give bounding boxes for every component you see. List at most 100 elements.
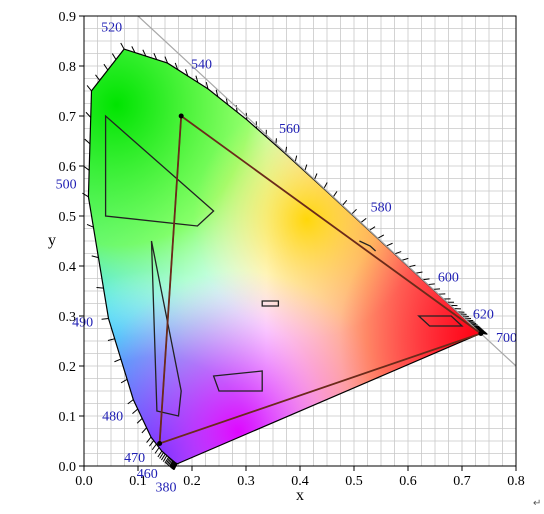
locus-tick: [159, 452, 164, 459]
y-tick-label: 0.1: [59, 410, 77, 425]
locus-tick: [84, 138, 91, 145]
locus-tick: [166, 458, 172, 466]
locus-tick: [120, 378, 128, 384]
locus-tick: [385, 242, 393, 247]
locus-tick: [165, 457, 171, 465]
y-tick-label: 0.5: [59, 210, 77, 225]
x-tick-label: 0.5: [345, 474, 363, 489]
x-axis-ticks: 0.0 0.1 0.2 0.3 0.4 0.5 0.6 0.7 0.8: [75, 466, 525, 489]
locus-tick: [85, 111, 92, 118]
locus-tick: [114, 358, 122, 363]
locus-tick: [215, 89, 219, 97]
outlined-region: [150, 240, 182, 417]
wavelength-label-520: 520: [101, 20, 122, 35]
spectral-locus-ticks: [82, 42, 488, 471]
locus-tick: [470, 323, 478, 326]
locus-tick: [82, 192, 89, 198]
locus-tick: [473, 325, 481, 328]
outlined-region: [261, 300, 280, 307]
outlined-region: [417, 315, 464, 327]
paragraph-mark-icon: ↵: [533, 498, 542, 509]
locus-tick: [466, 319, 474, 322]
locus-tick: [157, 450, 163, 458]
y-tick-label: 0.9: [59, 10, 77, 25]
wavelength-label-460: 460: [137, 467, 158, 482]
locus-tick: [422, 278, 430, 281]
x-tick-label: 0.3: [237, 474, 255, 489]
y-tick-label: 0.7: [59, 110, 77, 125]
locus-tick: [164, 56, 169, 64]
outlined-region: [212, 370, 263, 392]
locus-tick: [86, 223, 94, 228]
x-tick-label: 0.4: [291, 474, 309, 489]
wavelength-label-490: 490: [72, 315, 93, 330]
wavelength-label-480: 480: [102, 409, 123, 424]
x-tick-label: 0.2: [183, 474, 201, 489]
wavelength-label-600: 600: [438, 270, 459, 285]
x-tick-label: 0.1: [129, 474, 147, 489]
locus-tick: [474, 326, 482, 329]
locus-tick: [205, 81, 209, 89]
locus-tick: [149, 440, 155, 447]
wavelength-label-500: 500: [56, 177, 77, 192]
locus-tick: [160, 453, 166, 461]
wavelength-label-470: 470: [124, 451, 145, 466]
locus-tick: [467, 320, 475, 323]
inner-line: [158, 115, 182, 444]
locus-tick: [142, 49, 147, 57]
locus-tick: [469, 322, 477, 325]
locus-tick: [368, 226, 376, 231]
locus-tick: [141, 427, 147, 434]
primary-point: [478, 331, 484, 336]
wavelength-label-380: 380: [156, 481, 177, 496]
x-tick-label: 0.6: [399, 474, 417, 489]
locus-tick: [174, 62, 179, 70]
locus-tick: [132, 408, 139, 414]
wavelength-label-560: 560: [279, 122, 300, 137]
y-tick-label: 0.6: [59, 160, 77, 175]
locus-tick: [136, 418, 143, 424]
locus-tick: [153, 52, 158, 60]
locus-tick: [167, 459, 173, 467]
locus-tick: [461, 315, 469, 317]
locus-tick: [91, 255, 99, 259]
reference-line: [137, 16, 516, 367]
locus-tick: [415, 271, 423, 274]
locus-tick: [111, 53, 117, 60]
locus-tick: [341, 199, 348, 206]
locus-tick: [151, 443, 157, 451]
locus-tick: [86, 85, 92, 92]
y-tick-label: 0.3: [59, 310, 77, 325]
locus-tick: [154, 447, 160, 454]
locus-tick: [377, 234, 385, 239]
locus-tick: [146, 436, 152, 443]
locus-tick: [360, 217, 367, 224]
locus-tick: [170, 461, 176, 469]
locus-tick: [170, 461, 175, 468]
locus-tick: [323, 182, 328, 189]
locus-tick: [120, 42, 125, 50]
locus-tick: [427, 283, 435, 286]
locus-tick: [332, 191, 338, 198]
locus-tick: [127, 399, 134, 405]
x-axis-title: x: [296, 487, 304, 504]
locus-tick: [95, 74, 101, 81]
wavelength-label-620: 620: [473, 307, 494, 322]
locus-tick: [408, 264, 416, 268]
y-tick-label: 0.4: [59, 260, 77, 275]
locus-tick: [83, 165, 90, 171]
locus-tick: [164, 456, 169, 464]
primary-point: [178, 113, 184, 119]
y-axis-title: y: [48, 232, 56, 249]
x-tick-label: 0.0: [75, 474, 93, 489]
locus-tick: [475, 327, 483, 330]
locus-tick: [185, 69, 189, 77]
wavelength-label-700: 700: [496, 331, 517, 346]
x-tick-label: 0.8: [507, 474, 525, 489]
wavelength-label-580: 580: [371, 201, 392, 216]
locus-tick: [195, 75, 199, 83]
x-tick-label: 0.7: [453, 474, 471, 489]
primary-point: [157, 441, 163, 446]
